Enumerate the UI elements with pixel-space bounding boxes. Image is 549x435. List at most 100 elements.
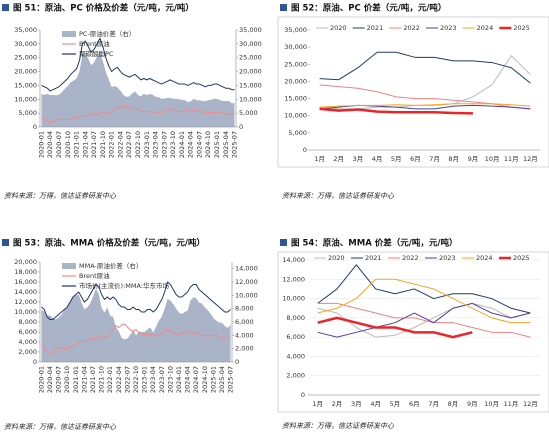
- x-tick-label: 2024-07: [195, 131, 203, 158]
- title-icon: [2, 4, 9, 11]
- x-tick-label: 2020-10: [63, 366, 71, 393]
- x-tick-label: 2020-04: [46, 366, 54, 393]
- y-tick-label: 14,000: [14, 288, 37, 296]
- y2-tick-label: 5,000: [239, 109, 258, 117]
- x-tick-label: 6月: [410, 155, 421, 163]
- x-tick-label: 11月: [504, 155, 519, 163]
- x-tick-label: 7月: [428, 400, 439, 408]
- y-tick-label: 4,000: [286, 352, 305, 360]
- legend-label: PC-原油价差（右）: [79, 29, 135, 38]
- x-tick-label: 2023-10: [166, 366, 174, 393]
- area: [41, 288, 231, 362]
- y2-tick-label: 0: [239, 123, 243, 131]
- y-tick-label: 0: [33, 123, 37, 131]
- y-tick-label: 15,000: [14, 81, 37, 89]
- y-tick-label: 20,000: [284, 77, 307, 85]
- x-tick-label: 2024-10: [201, 366, 209, 393]
- x-tick-label: 1月: [314, 155, 325, 163]
- x-tick-label: 2025-01: [209, 366, 217, 393]
- x-tick-label: 7月: [429, 155, 440, 163]
- x-tick-label: 2025-04: [222, 131, 230, 158]
- legend-label: 2023: [440, 24, 457, 32]
- x-tick-label: 1月: [312, 400, 323, 408]
- x-tick-label: 2023-04: [149, 366, 157, 393]
- x-tick-label: 2022-04: [116, 131, 124, 158]
- x-tick-label: 2021-04: [81, 131, 89, 158]
- y2-tick-label: 4,000: [235, 331, 254, 339]
- x-tick-label: 2022-04: [115, 366, 123, 393]
- y2-tick-label: 14,000: [235, 265, 258, 273]
- x-tick-label: 9月: [467, 400, 478, 408]
- x-tick-label: 11月: [504, 400, 519, 408]
- y-tick-label: 10,000: [14, 95, 37, 103]
- y2-tick-label: 15,000: [239, 81, 262, 89]
- line: [317, 302, 531, 338]
- y2-tick-label: 2,000: [235, 345, 254, 353]
- y-tick-label: 5,000: [18, 109, 37, 117]
- x-tick-label: 2023-07: [158, 366, 166, 393]
- legend-label: 2020: [330, 24, 347, 32]
- y-tick-label: 10,000: [284, 112, 307, 120]
- x-tick-label: 2022-07: [123, 366, 131, 393]
- x-tick-label: 2023-07: [160, 131, 168, 158]
- line: [319, 55, 531, 110]
- legend-label: 2023: [439, 254, 456, 262]
- legend-label: 聚碳酸酯PC: [79, 49, 114, 58]
- x-tick-label: 5月: [391, 155, 402, 163]
- x-tick-label: 2025-04: [218, 366, 226, 393]
- line: [317, 302, 531, 338]
- title-icon: [2, 239, 9, 246]
- y-tick-label: 6,000: [286, 333, 305, 341]
- x-tick-label: 2020-04: [46, 131, 54, 158]
- x-tick-label: 2021-01: [72, 366, 80, 393]
- y2-tick-label: 20,000: [239, 68, 262, 76]
- x-tick-label: 2月: [332, 400, 343, 408]
- legend-label: 2020: [328, 254, 345, 262]
- y-tick-label: 6,000: [18, 328, 37, 336]
- x-tick-label: 2024-01: [178, 131, 186, 158]
- x-tick-label: 2024-04: [187, 131, 195, 158]
- y-tick-label: 18,000: [14, 268, 37, 276]
- y-tick-label: 5,000: [288, 129, 307, 137]
- x-tick-label: 10月: [484, 400, 499, 408]
- legend-label: 2025: [513, 24, 530, 32]
- y-tick-label: 0: [301, 391, 305, 399]
- x-tick-label: 2021-01: [73, 131, 81, 158]
- x-tick-label: 3月: [353, 155, 364, 163]
- y-tick-label: 30,000: [284, 43, 307, 51]
- y-tick-label: 8,000: [18, 318, 37, 326]
- x-tick-label: 2024-01: [175, 366, 183, 393]
- legend-swatch: [62, 31, 76, 37]
- legend-label: 市场价(主流价):MMA:华东市场: [79, 281, 170, 290]
- y-tick-label: 30,000: [14, 40, 37, 48]
- x-tick-label: 2021-07: [89, 366, 97, 393]
- y-tick-label: 2,000: [286, 372, 305, 380]
- line: [41, 323, 231, 355]
- line: [319, 103, 531, 108]
- x-tick-label: 2025-07: [227, 366, 235, 393]
- legend-label: 2021: [365, 254, 382, 262]
- x-tick-label: 10月: [485, 155, 500, 163]
- x-tick-label: 2022-01: [108, 131, 116, 158]
- line: [41, 37, 235, 92]
- legend-label: 2022: [403, 24, 420, 32]
- line: [41, 105, 235, 124]
- chart-title: 图 54：原油、MMA 价差（元/吨，元/吨）: [291, 238, 457, 249]
- line: [319, 107, 473, 115]
- line: [317, 278, 531, 324]
- y-tick-label: 12,000: [282, 275, 305, 283]
- y2-tick-label: 25,000: [239, 54, 262, 62]
- x-tick-label: 2023-01: [143, 131, 151, 158]
- title-icon: [280, 239, 287, 246]
- legend-swatch: [62, 263, 76, 269]
- x-tick-label: 3月: [351, 400, 362, 408]
- source-note: 资料来源：万得，信达证券研发中心: [282, 192, 395, 200]
- chart-title: 图 52：原油、PC 价差（元/吨，元/吨）: [291, 3, 446, 14]
- legend-label: Brent原油: [79, 39, 110, 48]
- line: [41, 281, 231, 320]
- y-tick-label: 35,000: [284, 26, 307, 34]
- y2-tick-label: 10,000: [239, 95, 262, 103]
- y-tick-label: 25,000: [284, 60, 307, 68]
- line: [317, 302, 531, 338]
- y-tick-label: 0: [303, 146, 307, 154]
